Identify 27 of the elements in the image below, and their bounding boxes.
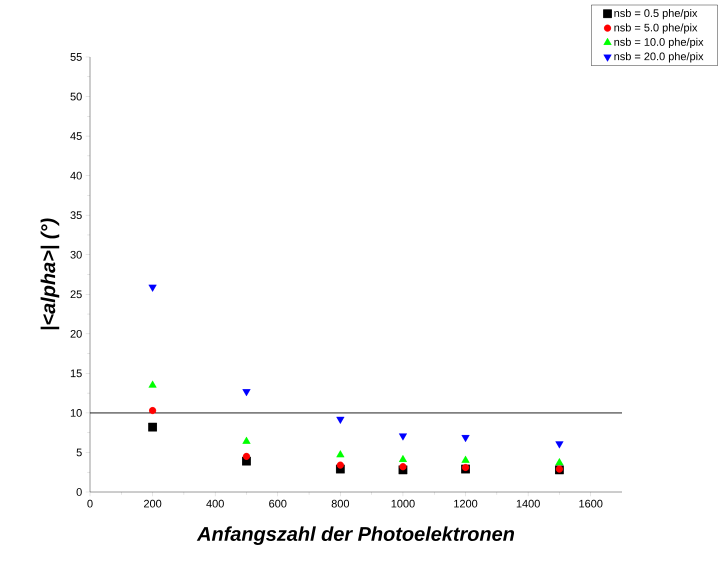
y-tick-label: 35 xyxy=(70,211,82,220)
y-tick-label: 45 xyxy=(70,132,82,140)
x-tick-label: 1400 xyxy=(516,500,540,508)
x-tick-label: 1200 xyxy=(454,500,478,508)
y-tick-label: 15 xyxy=(70,370,82,378)
y-tick-label: 30 xyxy=(70,250,82,259)
y-tick-label: 0 xyxy=(76,488,82,496)
y-tick-label: 25 xyxy=(70,290,82,298)
legend-label: nsb = 0.5 phe/pix xyxy=(614,8,698,20)
x-tick-label: 600 xyxy=(269,500,286,508)
x-tick-label: 0 xyxy=(87,500,93,508)
x-tick-label: 1600 xyxy=(579,500,602,508)
x-tick-label: 200 xyxy=(144,500,162,508)
y-tick-label: 40 xyxy=(70,172,82,180)
x-axis-title: Anfangszahl der Photoelektronen xyxy=(196,526,514,545)
y-tick-label: 50 xyxy=(70,92,82,100)
x-tick-label: 800 xyxy=(332,500,350,508)
y-axis-title: |<alpha>| (°) xyxy=(40,218,60,330)
x-tick-label: 400 xyxy=(206,500,224,508)
x-tick-label: 1000 xyxy=(392,500,415,508)
y-tick-label: 10 xyxy=(70,409,82,417)
legend-label: nsb = 20.0 phe/pix xyxy=(614,52,704,62)
y-tick-label: 55 xyxy=(70,53,82,61)
y-tick-label: 5 xyxy=(76,448,82,456)
legend-label: nsb = 10.0 phe/pix xyxy=(614,38,704,48)
y-tick-label: 20 xyxy=(70,330,82,338)
legend-label: nsb = 5.0 phe/pix xyxy=(614,23,698,34)
